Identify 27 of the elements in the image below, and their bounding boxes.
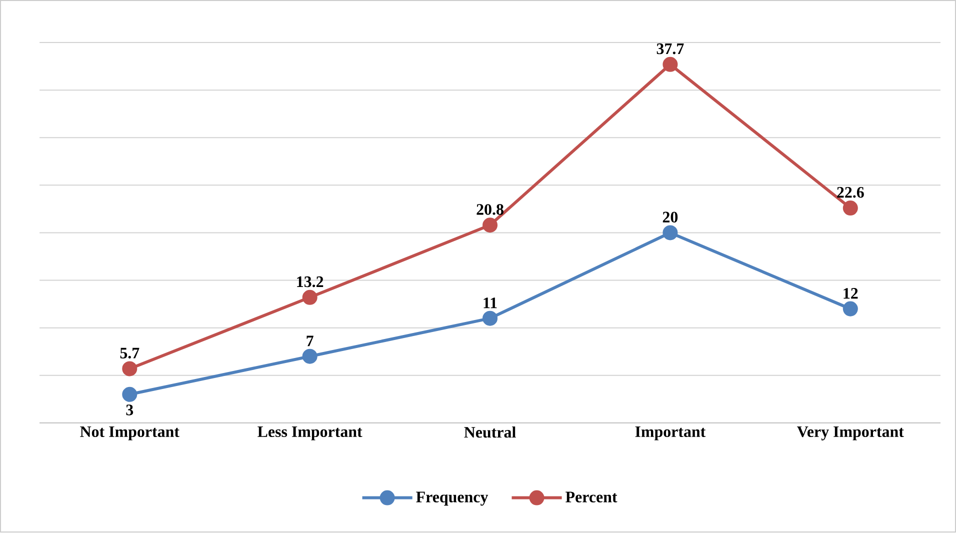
data-label: 37.7 bbox=[656, 44, 684, 54]
x-tick-label: Very Important bbox=[797, 426, 904, 441]
point bbox=[302, 290, 318, 306]
x-tick-label: Less Important bbox=[258, 426, 362, 441]
point bbox=[482, 218, 498, 233]
point bbox=[842, 200, 858, 216]
data-label: 20 bbox=[662, 212, 678, 223]
x-tick-label: Neutral bbox=[464, 426, 516, 438]
data-label: 7 bbox=[306, 336, 314, 346]
data-label: 5.7 bbox=[120, 348, 140, 359]
x-tick-label: Not Important bbox=[80, 426, 180, 441]
data-label: 22.6 bbox=[837, 187, 864, 198]
point bbox=[842, 302, 858, 317]
x-tick-label: Important bbox=[635, 426, 706, 441]
data-label: 20.8 bbox=[476, 204, 504, 216]
point bbox=[662, 225, 678, 240]
point bbox=[482, 311, 498, 326]
data-label: 12 bbox=[844, 288, 858, 299]
point bbox=[302, 349, 318, 364]
legend-label: Frequency bbox=[416, 492, 488, 506]
data-label: 11 bbox=[484, 298, 497, 308]
point bbox=[122, 361, 138, 376]
data-label: 3 bbox=[126, 404, 134, 416]
data-label: 13.2 bbox=[297, 276, 324, 288]
legend-label: Percent bbox=[566, 492, 618, 503]
point bbox=[662, 57, 678, 72]
point bbox=[122, 387, 138, 402]
